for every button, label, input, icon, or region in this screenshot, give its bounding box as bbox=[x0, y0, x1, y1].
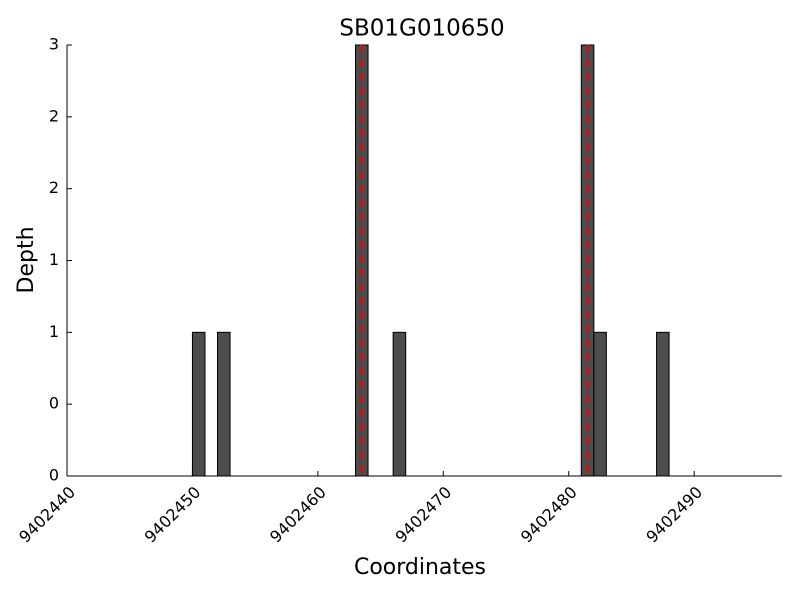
x-axis-label: Coordinates bbox=[354, 555, 486, 580]
y-tick-label: 0 bbox=[49, 394, 59, 413]
x-tick-label: 9402490 bbox=[642, 483, 706, 547]
x-tick-label: 9402470 bbox=[391, 483, 455, 547]
chart-title: SB01G010650 bbox=[339, 16, 504, 42]
bar bbox=[392, 331, 407, 477]
bar bbox=[191, 331, 206, 477]
x-tick-label: 9402440 bbox=[15, 483, 79, 547]
y-tick-label: 2 bbox=[49, 106, 59, 125]
y-tick-label: 2 bbox=[49, 178, 59, 197]
bar bbox=[217, 331, 231, 477]
y-tick-label: 1 bbox=[49, 322, 59, 341]
y-tick-label: 1 bbox=[49, 250, 59, 269]
y-tick-label: 0 bbox=[49, 466, 59, 485]
bar bbox=[593, 331, 607, 477]
x-tick-label: 9402460 bbox=[266, 483, 330, 547]
x-tick-label: 9402480 bbox=[517, 483, 581, 547]
y-tick-label: 3 bbox=[49, 35, 59, 54]
bar bbox=[656, 331, 670, 477]
x-tick-label: 9402450 bbox=[141, 483, 205, 547]
y-axis-label: Depth bbox=[14, 226, 39, 293]
